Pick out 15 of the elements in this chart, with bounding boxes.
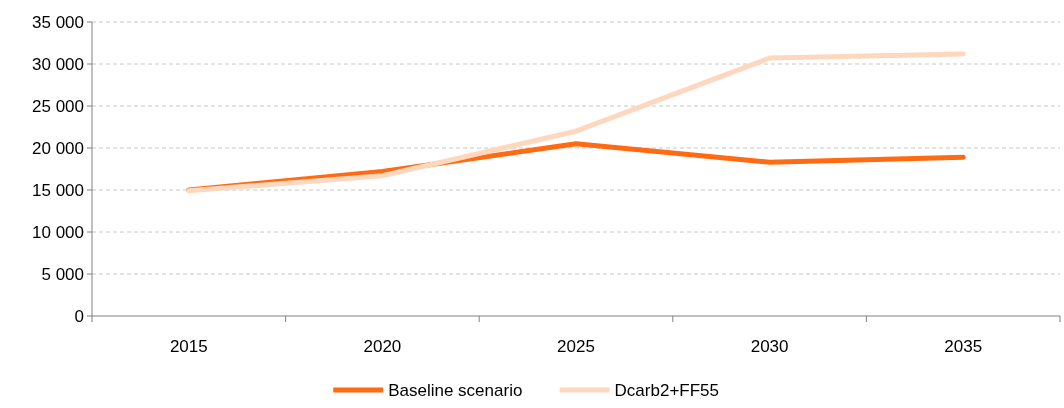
x-tick-label: 2020	[363, 337, 402, 356]
legend-label: Dcarb2+FF55	[614, 381, 720, 400]
y-tick-label: 10 000	[32, 222, 84, 242]
legend-label: Baseline scenario	[388, 381, 523, 400]
y-tick-label: 30 000	[32, 54, 84, 74]
y-tick-label: 0	[74, 306, 84, 326]
x-tick-label: 2030	[750, 337, 789, 356]
y-tick-label: 20 000	[32, 138, 84, 158]
x-tick-label: 2035	[944, 337, 983, 356]
y-tick-label: 5 000	[41, 264, 84, 284]
y-tick-label: 25 000	[32, 96, 84, 116]
x-tick-label: 2015	[169, 337, 208, 356]
x-tick-label: 2025	[557, 337, 595, 356]
y-tick-label: 35 000	[32, 12, 84, 32]
y-tick-label: 15 000	[32, 180, 84, 200]
